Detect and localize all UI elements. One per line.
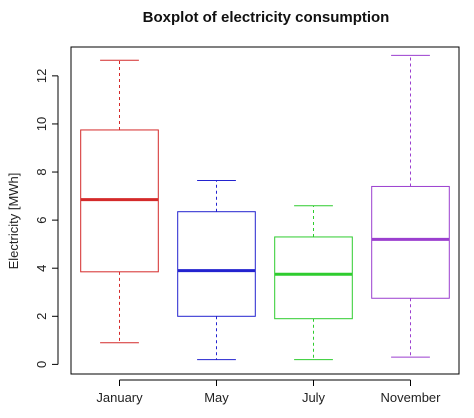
- x-axis-ticks: January May July November: [96, 379, 442, 405]
- y-axis-title: Electricity [MWh]: [6, 173, 21, 270]
- chart-title: Boxplot of electricity consumption: [143, 9, 390, 26]
- y-tick-label: 6: [34, 217, 49, 224]
- box-may: [177, 179, 256, 361]
- y-tick-label: 4: [34, 265, 49, 272]
- y-tick-label: 2: [34, 313, 49, 320]
- y-tick-label: 8: [34, 168, 49, 175]
- x-tick-label-november: November: [381, 390, 442, 405]
- x-tick-label-july: July: [302, 390, 326, 405]
- boxes: [80, 54, 450, 361]
- y-tick-label: 0: [34, 361, 49, 368]
- x-tick-label-may: May: [204, 390, 229, 405]
- x-tick-label-january: January: [96, 390, 143, 405]
- plot-frame: [70, 46, 460, 375]
- y-tick-label: 10: [34, 117, 49, 131]
- box-january: [80, 59, 159, 344]
- box-july: [274, 205, 353, 361]
- box-november: [371, 54, 450, 358]
- iqr-box-may: [177, 211, 256, 317]
- iqr-box-november: [371, 185, 450, 299]
- y-tick-label: 12: [34, 69, 49, 83]
- y-axis-ticks: 0 2 4 6 8 10 12: [34, 69, 58, 368]
- iqr-box-july: [274, 236, 353, 320]
